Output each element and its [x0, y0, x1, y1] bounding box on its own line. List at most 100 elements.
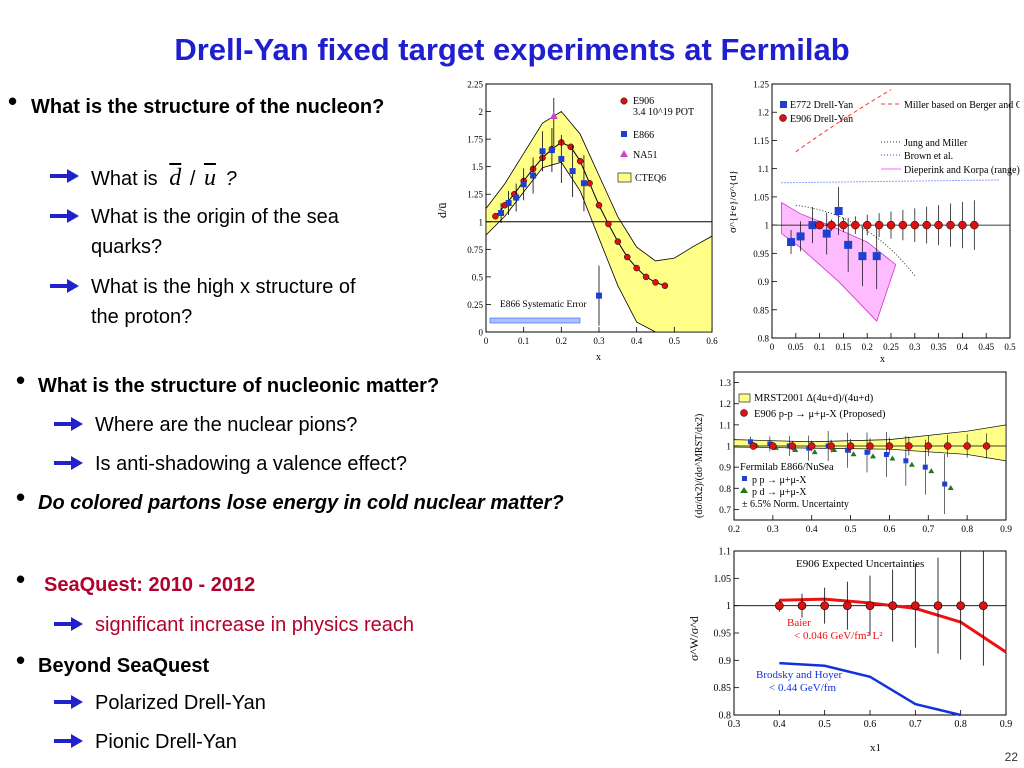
legend-e906: E906 Drell-Yan	[790, 114, 853, 125]
e866-point	[558, 155, 565, 162]
y-axis-label: σ^W/σ^d	[687, 616, 701, 661]
plot-fe-d-ratio: 0 0.05 0.1 0.15 0.2 0.25 0.3 0.35 0.4 0.45 0.5 0.8 0…	[730, 80, 1020, 365]
y-tick-label: 0.9	[719, 656, 732, 667]
e866-point	[569, 168, 576, 175]
x-tick-label: 0.5	[845, 525, 857, 535]
e772-point	[796, 232, 805, 241]
y-tick-label: 1.15	[753, 136, 769, 146]
e906-point	[924, 442, 933, 450]
ubar-symbol: u	[203, 165, 216, 191]
legend-cteq6: CTEQ6	[635, 173, 666, 184]
e906-point	[910, 220, 920, 230]
x-axis-label: x1	[870, 742, 881, 754]
x-tick-label: 0.25	[883, 342, 899, 352]
y-tick-label: 0.85	[753, 305, 769, 315]
y-tick-label: 1.1	[719, 547, 732, 558]
y-tick-label: 0.7	[719, 506, 731, 516]
x-tick-label: 0.8	[961, 525, 973, 535]
arrow-icon	[54, 734, 83, 748]
e772-point	[787, 238, 796, 247]
pd-point	[928, 468, 935, 474]
label-baier-value: < 0.046 GeV/fm² L²	[794, 630, 883, 642]
bullet-dot: •	[8, 86, 18, 116]
y-tick-label: 1.5	[472, 162, 484, 172]
e772-point	[808, 221, 817, 230]
arrow-icon	[54, 456, 83, 470]
x-tick-label: 0.3	[909, 342, 921, 352]
e906-point	[492, 213, 499, 220]
y-tick-label: 1.05	[714, 574, 732, 585]
e906-point	[820, 601, 829, 610]
e906-point	[865, 601, 875, 610]
arrow-icon	[54, 695, 83, 709]
legend: MRST2001 Δ(4u+d)/(4u+d) E906 p-p → μ+μ-X…	[738, 393, 886, 510]
x-tick-label: 0.6	[864, 719, 877, 730]
systematic-error-bar	[489, 317, 581, 324]
x-tick-label: 0.8	[954, 719, 967, 730]
e906-point	[827, 220, 836, 230]
e866-point	[513, 194, 520, 201]
e906-point	[958, 220, 967, 230]
x-tick-label: 0	[484, 336, 489, 346]
x-tick-label: 0.3	[767, 525, 779, 535]
y-axis-label: (dσ/dx2)/(dσ^MRST/dx2)	[694, 414, 705, 518]
x-tick-label: 0.1	[518, 336, 529, 346]
e906-point	[979, 601, 988, 610]
e906-point	[652, 279, 659, 286]
legend-brown: Brown et al.	[904, 151, 953, 162]
y-tick-label: 0.8	[719, 711, 732, 722]
y-axis-label: σ^{Fe}/σ^{d}	[730, 170, 739, 233]
y-tick-label: 1.25	[467, 190, 483, 200]
e906-point	[788, 442, 797, 450]
plot-w-d-ratio: 0.3 0.4 0.5 0.6 0.7 0.8 0.9 0.8 0.85 0.9 0.95 1 1.05…	[687, 547, 1012, 755]
e906-point	[982, 442, 991, 450]
question-mark: ?	[225, 168, 237, 190]
e866-point	[548, 147, 555, 154]
legend-pd: p d → μ+μ-X	[752, 487, 807, 498]
bullet-dot: •	[16, 365, 26, 395]
bullet-dot: •	[16, 645, 26, 675]
y-tick-label: 0	[479, 328, 484, 338]
legend-norm-uncertainty: ± 6.5% Norm. Uncertainty	[742, 499, 849, 510]
y-tick-label: 1	[726, 443, 731, 453]
x-tick-label: 0.4	[631, 336, 643, 346]
e866-point	[505, 200, 512, 207]
legend-na51: NA51	[633, 150, 657, 161]
y-tick-label: 1.1	[719, 421, 731, 431]
label-brodsky: Brodsky and Hoyer	[756, 669, 842, 681]
y-tick-label: 1	[479, 217, 484, 227]
e906-point	[839, 220, 848, 230]
e772-point	[872, 252, 881, 261]
x-tick-label: 0.3	[728, 719, 741, 730]
x-tick-label: 0.5	[669, 336, 681, 346]
pp-point	[922, 464, 928, 470]
y-tick-label: 0.25	[467, 300, 483, 310]
x-tick-label: 0.4	[806, 525, 818, 535]
arrow-icon	[54, 417, 83, 431]
y-tick-label: 2.25	[467, 80, 483, 90]
legend-e906-pp: E906 p-p → μ+μ-X (Proposed)	[754, 409, 886, 420]
arrow-icon	[50, 209, 79, 223]
y-tick-label: 2	[479, 107, 484, 117]
plot-mrst-ratio: 0.2 0.3 0.4 0.5 0.6 0.7 0.8 0.9 0.7 0.8 0.9 1 1.1 1.2…	[694, 371, 1012, 535]
pd-point	[850, 451, 857, 457]
pp-point	[883, 451, 889, 457]
sub-high-x: What is the high x structure of the prot…	[91, 276, 356, 328]
e906-point	[595, 201, 603, 209]
e906-point	[851, 220, 860, 230]
e906-point	[963, 442, 971, 450]
slash-symbol: /	[189, 168, 196, 190]
e906-point	[633, 264, 640, 272]
pp-point	[747, 439, 753, 445]
e866-point	[539, 148, 546, 155]
x-tick-label: 0	[770, 342, 775, 352]
legend-pot: 3.4 10^19 POT	[633, 107, 694, 118]
x-tick-label: 0.4	[957, 342, 969, 352]
x-axis-label: x	[880, 354, 885, 364]
bullet-beyond-seaquest: Beyond SeaQuest	[38, 655, 210, 677]
y-tick-label: 1	[726, 601, 731, 612]
bullet-dot: •	[16, 482, 26, 512]
sub-polarized-dy: Polarized Drell-Yan	[95, 692, 266, 714]
plot-title: E906 Expected Uncertainties	[796, 558, 924, 570]
e906-point	[956, 601, 965, 610]
